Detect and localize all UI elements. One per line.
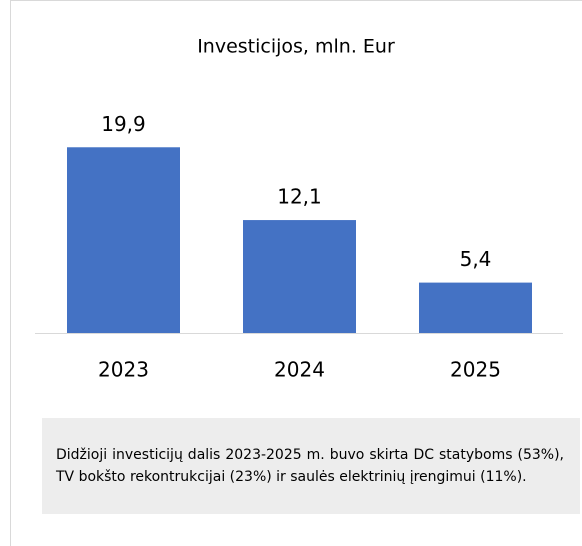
data-label: 19,9	[101, 112, 146, 136]
chart-title: Investicijos, mln. Eur	[197, 36, 395, 58]
note: Didžioji investicijų dalis 2023-2025 m. …	[42, 418, 580, 514]
x-tick-label: 2025	[450, 358, 501, 382]
data-label: 5,4	[460, 247, 492, 271]
bar	[67, 147, 180, 333]
bar	[419, 282, 532, 333]
bar	[243, 220, 356, 333]
data-label: 12,1	[277, 185, 322, 209]
x-tick-label: 2023	[98, 358, 149, 382]
x-tick-label: 2024	[274, 358, 325, 382]
